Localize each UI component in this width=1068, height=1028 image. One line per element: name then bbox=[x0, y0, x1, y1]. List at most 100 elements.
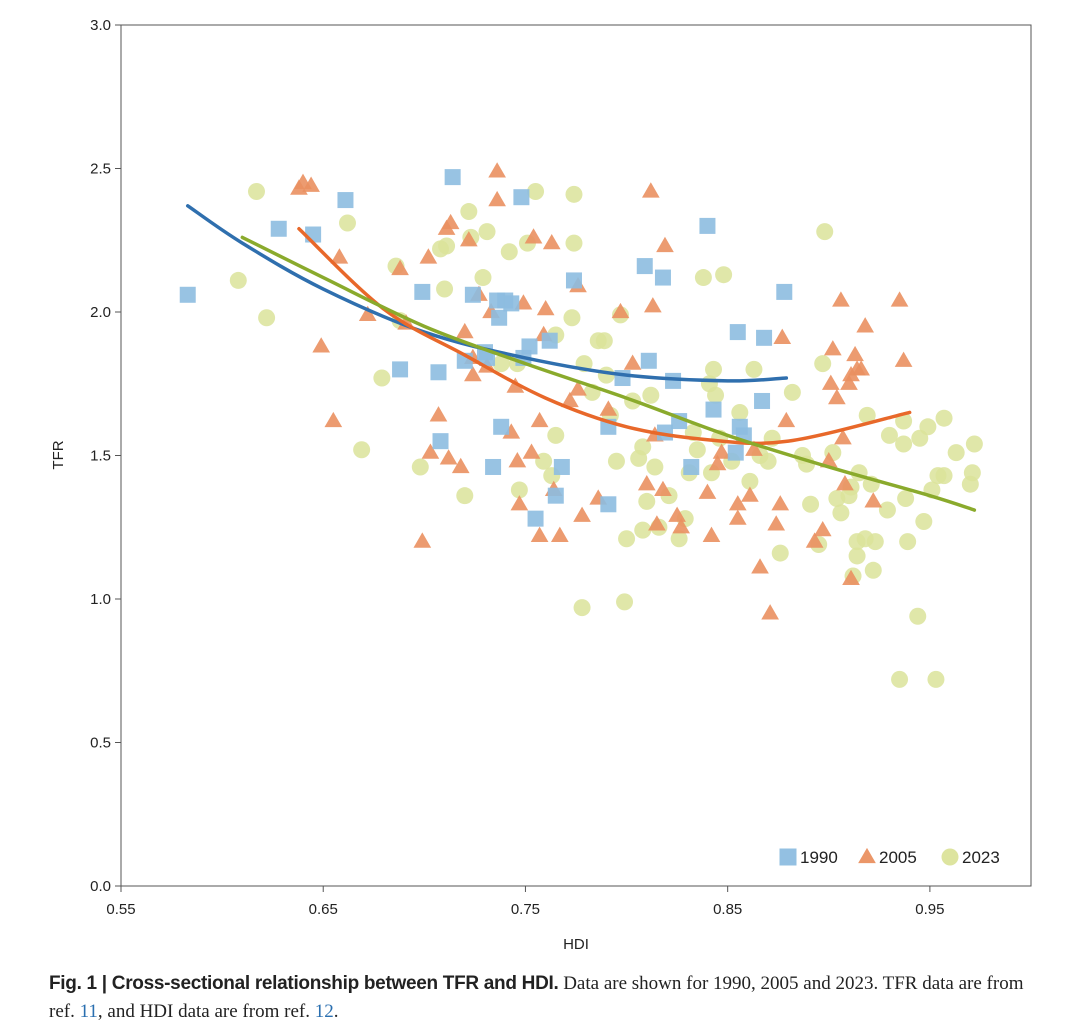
y-tick-label: 2.5 bbox=[90, 161, 111, 178]
data-point-1990 bbox=[756, 329, 773, 346]
data-point-2005 bbox=[312, 337, 331, 353]
data-point-1990 bbox=[699, 217, 716, 234]
data-point-2023 bbox=[565, 234, 583, 252]
data-point-2005 bbox=[530, 526, 549, 542]
x-tick-label: 0.95 bbox=[915, 901, 944, 918]
x-axis-ticks: 0.55 0.65 0.75 0.85 0.95 bbox=[106, 886, 944, 918]
x-tick-label: 0.55 bbox=[106, 901, 135, 918]
data-point-2005 bbox=[611, 302, 630, 319]
data-point-2005 bbox=[488, 190, 506, 207]
data-point-1990 bbox=[553, 458, 570, 475]
fit-lines bbox=[185, 204, 977, 512]
data-point-1990 bbox=[547, 487, 564, 504]
data-point-2023 bbox=[864, 561, 882, 579]
caption-ref-11[interactable]: 11 bbox=[79, 1001, 98, 1022]
data-point-2005 bbox=[522, 443, 541, 459]
data-point-2023 bbox=[878, 501, 896, 519]
data-point-2023 bbox=[607, 452, 625, 470]
data-point-2005 bbox=[828, 388, 846, 405]
y-axis-title: TFR bbox=[50, 440, 67, 469]
data-point-2023 bbox=[616, 593, 634, 611]
data-point-2005 bbox=[751, 558, 769, 574]
data-point-2023 bbox=[915, 513, 933, 531]
data-point-1990 bbox=[521, 338, 538, 355]
data-point-2023 bbox=[247, 182, 265, 200]
data-point-2005 bbox=[767, 515, 786, 531]
data-point-2023 bbox=[963, 464, 981, 482]
data-point-2023 bbox=[880, 426, 898, 444]
y-tick-label: 0.5 bbox=[90, 735, 111, 752]
data-point-2005 bbox=[805, 532, 824, 548]
data-point-1990 bbox=[305, 226, 322, 243]
data-point-2005 bbox=[771, 495, 790, 511]
data-point-2005 bbox=[324, 411, 343, 428]
data-point-2023 bbox=[741, 472, 759, 490]
series-2005-markers bbox=[290, 162, 913, 620]
data-point-2005 bbox=[654, 480, 672, 497]
data-point-1990 bbox=[683, 458, 700, 475]
data-point-1990 bbox=[464, 286, 481, 303]
y-tick-label: 0.0 bbox=[90, 878, 111, 895]
data-point-2005 bbox=[840, 374, 858, 390]
x-tick-label: 0.75 bbox=[511, 901, 540, 918]
data-point-2005 bbox=[524, 228, 543, 244]
data-point-2023 bbox=[597, 366, 615, 384]
x-tick-label: 0.85 bbox=[713, 901, 742, 918]
data-point-2005 bbox=[777, 411, 796, 428]
data-point-2005 bbox=[836, 475, 854, 491]
data-point-2023 bbox=[759, 452, 777, 470]
data-point-1990 bbox=[565, 272, 582, 289]
data-point-2005 bbox=[536, 299, 555, 316]
data-point-1990 bbox=[270, 220, 287, 237]
y-tick-label: 1.5 bbox=[90, 448, 111, 465]
data-point-2005 bbox=[459, 231, 478, 247]
data-point-2023 bbox=[899, 533, 917, 551]
data-point-2005 bbox=[439, 449, 458, 465]
data-point-2023 bbox=[229, 271, 247, 289]
data-point-2023 bbox=[500, 243, 518, 261]
data-point-2005 bbox=[698, 483, 717, 499]
data-point-2005 bbox=[773, 328, 792, 344]
data-point-2023 bbox=[460, 203, 478, 221]
data-point-2005 bbox=[391, 259, 409, 276]
data-point-2005 bbox=[894, 351, 913, 367]
plot-frame bbox=[120, 24, 1032, 887]
data-point-1990 bbox=[430, 364, 447, 381]
data-point-1990 bbox=[636, 258, 653, 275]
data-point-2005 bbox=[455, 322, 474, 339]
caption-text-2: , and HDI data are from ref. bbox=[97, 1001, 315, 1022]
data-point-2005 bbox=[728, 509, 747, 525]
data-point-2005 bbox=[421, 443, 440, 459]
data-point-2005 bbox=[623, 354, 642, 370]
data-point-2023 bbox=[919, 418, 937, 436]
data-point-2005 bbox=[569, 380, 587, 396]
data-point-2005 bbox=[712, 443, 731, 459]
data-point-1990 bbox=[485, 458, 502, 475]
data-point-2023 bbox=[866, 533, 884, 551]
data-point-2005 bbox=[856, 317, 875, 333]
data-point-2023 bbox=[707, 386, 725, 404]
data-point-2005 bbox=[890, 291, 909, 307]
data-point-2005 bbox=[464, 365, 482, 382]
data-point-2023 bbox=[814, 355, 832, 373]
data-point-2023 bbox=[745, 360, 763, 378]
data-point-1990 bbox=[527, 510, 544, 527]
data-point-2005 bbox=[530, 411, 549, 428]
data-point-2023 bbox=[715, 266, 733, 284]
fit-line-2023 bbox=[240, 235, 977, 512]
data-point-2023 bbox=[688, 441, 706, 459]
data-point-2005 bbox=[702, 526, 721, 542]
data-point-2023 bbox=[258, 309, 276, 327]
data-point-2023 bbox=[694, 269, 712, 287]
data-point-2023 bbox=[456, 487, 474, 505]
x-tick-label: 0.65 bbox=[309, 901, 338, 918]
caption-ref-12[interactable]: 12 bbox=[314, 1001, 334, 1022]
data-point-1990 bbox=[491, 309, 508, 326]
data-point-2023 bbox=[927, 670, 945, 688]
data-point-2005 bbox=[302, 176, 320, 192]
data-point-2005 bbox=[508, 452, 527, 468]
data-point-1990 bbox=[665, 372, 682, 389]
data-point-2005 bbox=[761, 604, 779, 620]
data-point-2023 bbox=[897, 490, 915, 508]
data-point-2005 bbox=[413, 532, 432, 548]
